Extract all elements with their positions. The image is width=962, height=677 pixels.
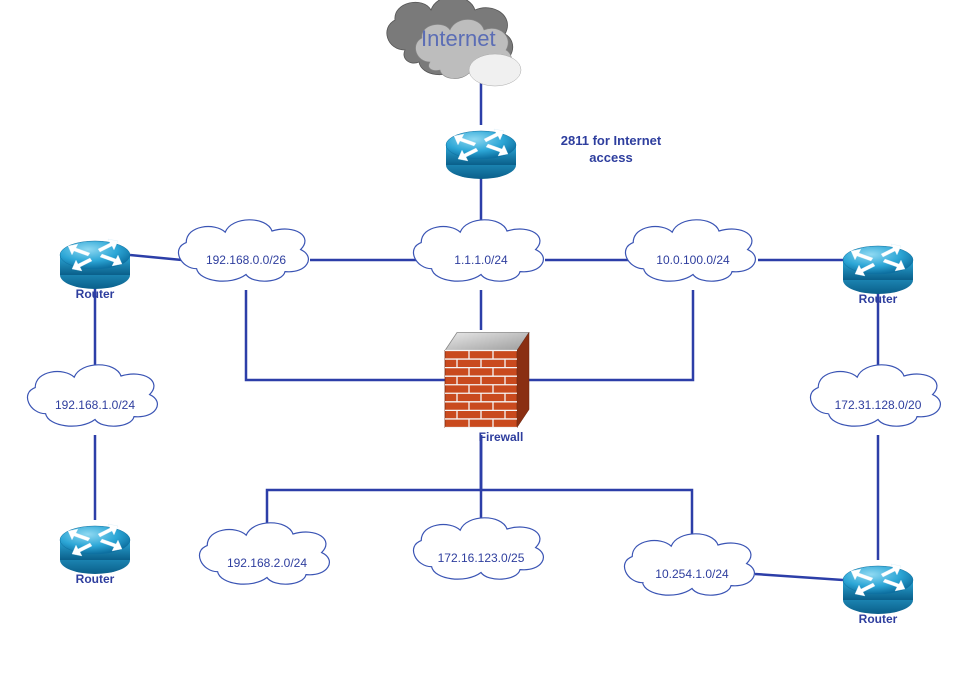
subnet-label: 192.168.2.0/24 (202, 556, 332, 570)
subnet-label: 192.168.1.0/24 (30, 398, 160, 412)
subnet-label: 172.31.128.0/20 (813, 398, 943, 412)
router-top-label: 2811 for Internet access (541, 133, 681, 167)
router-icon (60, 239, 130, 289)
subnet-label: 192.168.0.0/26 (181, 253, 311, 267)
router-label: Router (55, 572, 135, 586)
firewall-icon (445, 333, 529, 428)
router-icon (446, 129, 516, 179)
subnet-cloud-icon (413, 220, 543, 281)
subnet-cloud-icon (27, 365, 157, 426)
router-icon (843, 244, 913, 294)
subnet-cloud-icon (413, 518, 543, 579)
diagram-canvas (0, 0, 962, 677)
link (755, 574, 843, 580)
subnet-label: 10.254.1.0/24 (627, 567, 757, 581)
subnet-label: 1.1.1.0/24 (416, 253, 546, 267)
link (267, 435, 481, 535)
router-icon (60, 524, 130, 574)
link (518, 290, 693, 380)
subnet-label: 172.16.123.0/25 (416, 551, 546, 565)
subnet-cloud-icon (810, 365, 940, 426)
link (130, 255, 182, 260)
firewall-label: Firewall (461, 430, 541, 444)
router-label: Router (55, 287, 135, 301)
link (246, 290, 445, 380)
router-label: Router (838, 292, 918, 306)
internet-label: Internet (421, 26, 541, 52)
subnet-cloud-icon (178, 220, 308, 281)
subnet-cloud-icon (199, 523, 329, 584)
subnet-cloud-icon (624, 534, 754, 595)
subnet-cloud-icon (625, 220, 755, 281)
nodes-layer (27, 0, 940, 614)
router-icon (843, 564, 913, 614)
router-label: Router (838, 612, 918, 626)
subnet-label: 10.0.100.0/24 (628, 253, 758, 267)
